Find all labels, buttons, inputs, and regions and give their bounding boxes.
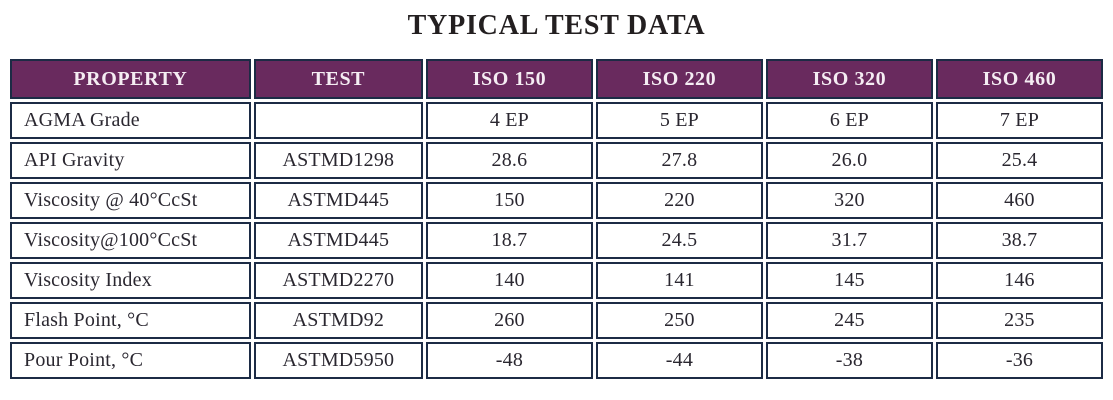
cell-property: Flash Point, °C [10, 302, 251, 339]
cell-value: -36 [935, 342, 1103, 379]
cell-property: Viscosity @ 40°CcSt [10, 182, 251, 219]
table-row: Viscosity@100°CcSt ASTMD445 18.7 24.5 31… [10, 222, 1103, 259]
cell-value: 31.7 [765, 222, 933, 259]
cell-value: 220 [595, 182, 763, 219]
cell-value: 25.4 [935, 142, 1103, 179]
cell-value: 235 [935, 302, 1103, 339]
column-header-iso220: ISO 220 [595, 59, 763, 99]
cell-property: API Gravity [10, 142, 251, 179]
cell-value: -38 [765, 342, 933, 379]
cell-test: ASTMD445 [253, 182, 423, 219]
cell-value: 260 [425, 302, 593, 339]
cell-value: 6 EP [765, 102, 933, 139]
cell-test: ASTMD2270 [253, 262, 423, 299]
cell-value: 460 [935, 182, 1103, 219]
cell-property: Viscosity Index [10, 262, 251, 299]
cell-test: ASTMD1298 [253, 142, 423, 179]
table-row: API Gravity ASTMD1298 28.6 27.8 26.0 25.… [10, 142, 1103, 179]
cell-value: 250 [595, 302, 763, 339]
table-row: Viscosity Index ASTMD2270 140 141 145 14… [10, 262, 1103, 299]
cell-value: 26.0 [765, 142, 933, 179]
cell-value: -44 [595, 342, 763, 379]
cell-value: 4 EP [425, 102, 593, 139]
cell-value: 146 [935, 262, 1103, 299]
cell-test: ASTMD445 [253, 222, 423, 259]
cell-value: 150 [425, 182, 593, 219]
cell-value: 27.8 [595, 142, 763, 179]
cell-value: 320 [765, 182, 933, 219]
cell-value: 245 [765, 302, 933, 339]
cell-test: ASTMD92 [253, 302, 423, 339]
cell-value: 5 EP [595, 102, 763, 139]
cell-property: Viscosity@100°CcSt [10, 222, 251, 259]
cell-value: -48 [425, 342, 593, 379]
column-header-iso320: ISO 320 [765, 59, 933, 99]
cell-value: 38.7 [935, 222, 1103, 259]
page-title: TYPICAL TEST DATA [407, 10, 706, 41]
column-header-property: PROPERTY [10, 59, 251, 99]
cell-property: AGMA Grade [10, 102, 251, 139]
cell-value: 141 [595, 262, 763, 299]
header-row: PROPERTY TEST ISO 150 ISO 220 ISO 320 IS… [10, 59, 1103, 99]
cell-value: 140 [425, 262, 593, 299]
table-row: Flash Point, °C ASTMD92 260 250 245 235 [10, 302, 1103, 339]
cell-value: 7 EP [935, 102, 1103, 139]
table-row: Viscosity @ 40°CcSt ASTMD445 150 220 320… [10, 182, 1103, 219]
cell-value: 145 [765, 262, 933, 299]
cell-test [253, 102, 423, 139]
table-row: AGMA Grade 4 EP 5 EP 6 EP 7 EP [10, 102, 1103, 139]
cell-value: 28.6 [425, 142, 593, 179]
cell-value: 18.7 [425, 222, 593, 259]
typical-test-data-table: PROPERTY TEST ISO 150 ISO 220 ISO 320 IS… [7, 56, 1106, 382]
column-header-iso460: ISO 460 [935, 59, 1103, 99]
cell-test: ASTMD5950 [253, 342, 423, 379]
column-header-iso150: ISO 150 [425, 59, 593, 99]
column-header-test: TEST [253, 59, 423, 99]
cell-property: Pour Point, °C [10, 342, 251, 379]
table-row: Pour Point, °C ASTMD5950 -48 -44 -38 -36 [10, 342, 1103, 379]
cell-value: 24.5 [595, 222, 763, 259]
